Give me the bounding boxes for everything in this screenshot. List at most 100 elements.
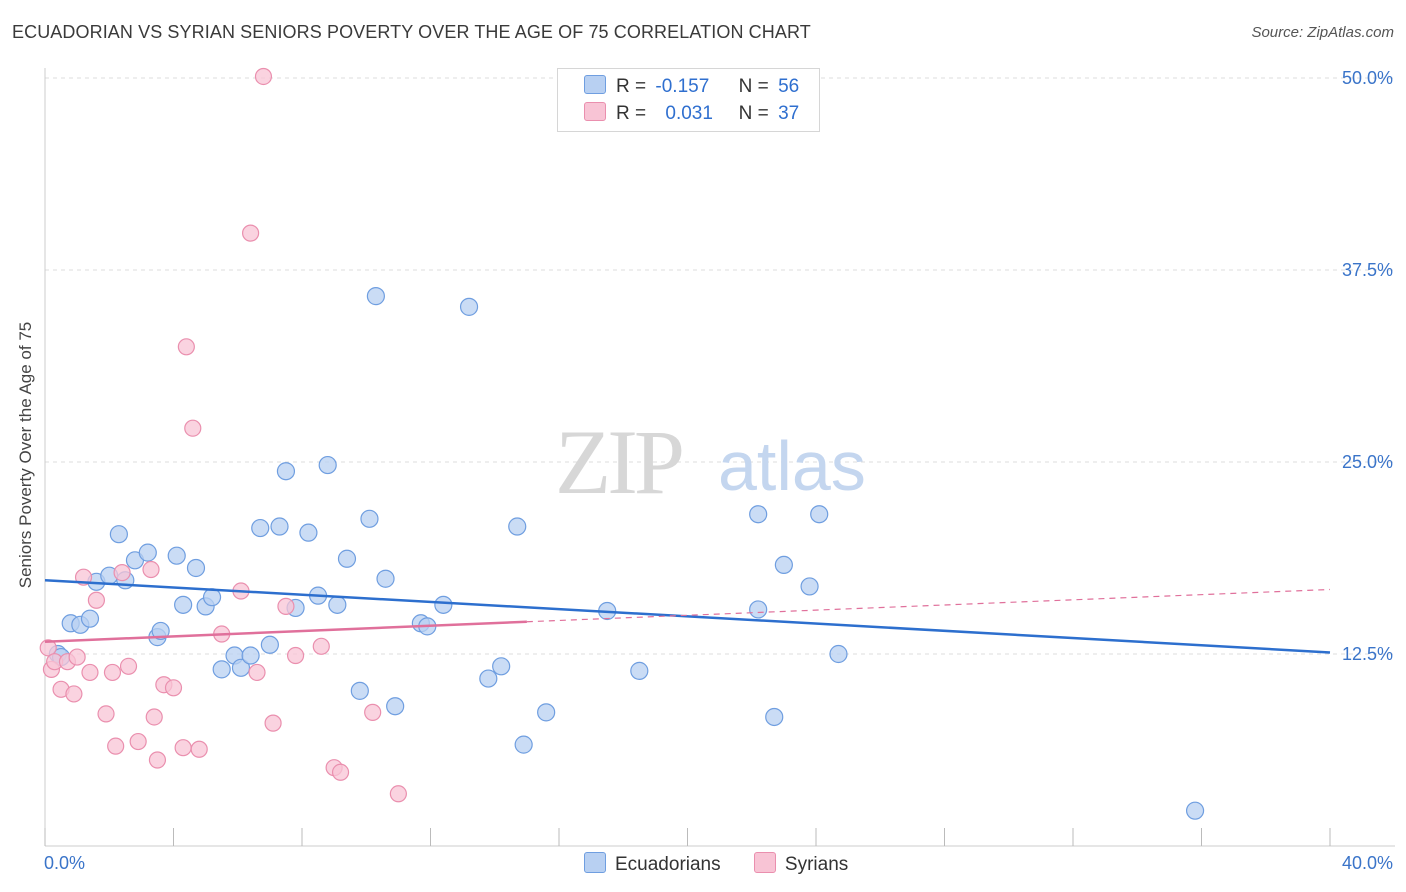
ecuadorian-point	[749, 600, 768, 619]
ecuadorian-point	[800, 577, 819, 596]
ecuadorian-point	[212, 660, 231, 679]
syrian-point	[242, 224, 260, 242]
ecuadorian-point	[318, 455, 337, 475]
y-tick-labels: 12.5% 25.0% 37.5% 50.0%	[1342, 68, 1393, 664]
y-tick-label: 37.5%	[1342, 260, 1393, 280]
ecuadorian-point	[386, 697, 405, 716]
ecuadorian-point	[174, 595, 193, 614]
watermark-atlas: atlas	[718, 427, 866, 505]
ecuadorian-point	[765, 707, 784, 727]
x-tick-labels: 0.0% 40.0%	[44, 853, 1393, 873]
legend-row-syrians: R = 0.031 N = 37	[584, 102, 799, 126]
ecuadorian-point	[276, 462, 296, 481]
ecuadorian-point	[492, 657, 511, 676]
syrian-point	[190, 740, 208, 758]
legend-r-label: R =	[616, 76, 647, 97]
ecuadorian-point	[138, 543, 157, 562]
syrian-point	[312, 637, 330, 655]
ecuadorian-point	[167, 546, 186, 565]
ecuadorian-point	[350, 681, 369, 700]
ecuadorian-point	[328, 595, 347, 614]
stats-legend: R = -0.157 N = 56 R = 0.031 N = 37	[557, 68, 820, 132]
y-axis-label: Seniors Poverty Over the Age of 75	[16, 321, 35, 589]
syrian-point	[331, 763, 350, 781]
source-label: Source: ZipAtlas.com	[1251, 24, 1394, 41]
syrian-point	[87, 591, 106, 609]
grid-lines	[45, 77, 1395, 655]
chart-title: ECUADORIAN VS SYRIAN SENIORS POVERTY OVE…	[12, 22, 811, 42]
ecuadorian-point	[1185, 801, 1205, 820]
ecuadorian-point	[80, 609, 100, 628]
ecuadorian-point	[186, 558, 206, 578]
ecuadorian-point	[109, 525, 128, 544]
syrian-point	[39, 639, 57, 657]
x-tick-label: 40.0%	[1342, 853, 1393, 873]
syrian-point	[142, 560, 160, 579]
syrian-point	[248, 663, 266, 682]
syrian-trend-extension	[526, 588, 1331, 623]
syrian-point	[129, 732, 147, 751]
ecuadorian-point	[251, 518, 270, 538]
ecuadorian-point	[151, 621, 170, 641]
syrian-point	[81, 663, 99, 682]
syrian-point	[277, 597, 295, 615]
legend-n-value: 56	[778, 76, 800, 97]
ecuadorian-point	[459, 297, 479, 316]
syrian-point	[364, 703, 382, 721]
syrian-point	[65, 685, 83, 703]
ecuadorian-point	[514, 735, 533, 754]
syrian-trend-line	[44, 620, 527, 643]
ecuadorian-point	[479, 669, 498, 688]
watermark-zip: ZIP	[555, 411, 682, 513]
syrian-point	[164, 679, 183, 697]
syrian-point	[148, 751, 167, 769]
legend-row-ecuadorians: R = -0.157 N = 56	[584, 75, 799, 99]
legend-r-value: 0.031	[665, 103, 713, 124]
y-tick-label: 25.0%	[1342, 452, 1393, 472]
legend-ecuadorians-label: Ecuadorians	[615, 854, 721, 875]
ecuadorian-point	[337, 549, 357, 568]
legend-syrians-label: Syrians	[784, 854, 849, 875]
y-tick-label: 50.0%	[1342, 68, 1393, 88]
trend-lines	[44, 579, 1331, 654]
legend-n-label: N =	[738, 76, 769, 97]
x-tick-label: 0.0%	[44, 853, 85, 873]
ecuadorian-point	[299, 523, 318, 542]
ecuadorian-point	[774, 555, 793, 575]
ecuadorian-swatch	[584, 75, 606, 94]
ecuadorian-point	[508, 517, 527, 536]
syrian-point	[103, 663, 122, 682]
legend-r-value: -0.157	[655, 76, 710, 97]
syrian-swatch	[753, 852, 776, 873]
syrian-point	[184, 419, 202, 437]
ecuadorian-points	[48, 287, 1205, 820]
ecuadorian-point	[749, 505, 768, 524]
legend-n-label: N =	[738, 103, 769, 124]
syrian-points	[39, 67, 407, 803]
syrian-point	[107, 737, 125, 755]
syrian-point	[254, 67, 273, 86]
ecuadorian-point	[810, 505, 829, 524]
legend-item-ecuadorians: Ecuadorians	[584, 852, 721, 876]
ecuadorian-swatch	[584, 852, 606, 873]
legend-r-label: R =	[616, 103, 647, 124]
ecuadorian-point	[360, 509, 379, 528]
ecuadorian-point	[630, 661, 649, 680]
ecuadorian-point	[270, 517, 289, 536]
syrian-point	[286, 646, 305, 665]
legend-item-syrians: Syrians	[753, 852, 849, 876]
syrian-point	[145, 708, 163, 726]
ecuadorian-point	[231, 658, 251, 677]
ecuadorian-point	[829, 644, 848, 664]
ecuadorian-point	[537, 703, 556, 722]
syrian-point	[389, 785, 407, 803]
ecuadorian-point	[260, 635, 279, 654]
watermark: ZIP atlas	[555, 411, 866, 513]
series-legend: Ecuadorians Syrians	[584, 852, 876, 876]
ecuadorian-point	[366, 287, 385, 306]
syrian-point	[119, 657, 138, 675]
ecuadorian-point	[241, 646, 260, 665]
syrian-point	[177, 338, 195, 356]
syrian-point	[264, 714, 282, 732]
